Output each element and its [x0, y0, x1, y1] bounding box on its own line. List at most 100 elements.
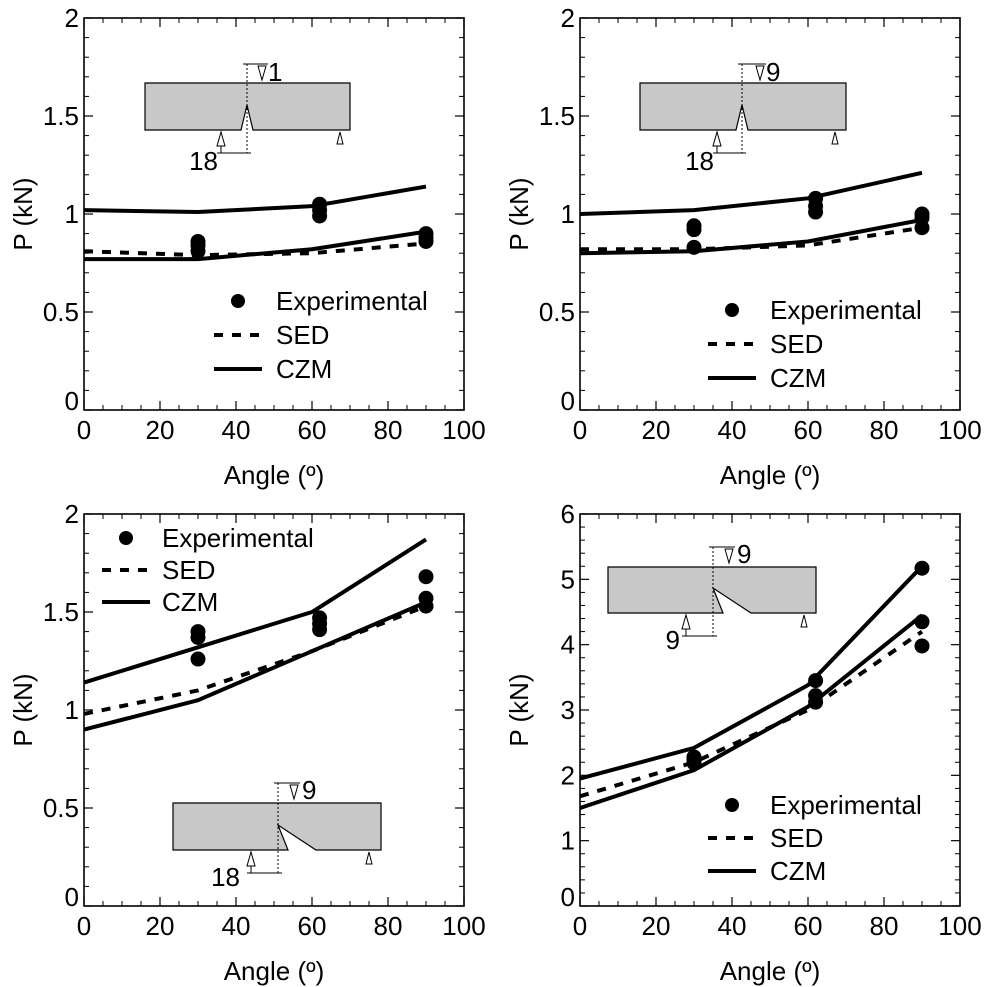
legend-marker-experimental [231, 294, 245, 308]
x-tick-label: 20 [642, 911, 671, 941]
y-tick-label: 4 [561, 630, 575, 660]
y-tick-label: 1.5 [43, 101, 79, 131]
legend-label: CZM [276, 354, 332, 384]
legend-marker-experimental [725, 798, 739, 812]
load-arrow-top [289, 784, 299, 801]
inset-dimension-bottom: 9 [666, 625, 680, 655]
inset-dimension-top: 9 [766, 57, 780, 87]
chart-panel-2: 0 20 40 60 80 100 0 0.5 1 1.5 2 Angle (º) P (kN) 9 18 E… [504, 3, 982, 490]
y-tick-label: 5 [561, 564, 575, 594]
specimen-inset: 1 18 [144, 57, 351, 176]
y-tick-label: 0.5 [539, 297, 575, 327]
y-tick-label: 2 [65, 3, 79, 33]
support-arrow-left [216, 130, 226, 147]
data-point-experimental [808, 673, 824, 689]
y-tick-label: 2 [561, 760, 575, 790]
x-tick-label: 0 [573, 911, 587, 941]
x-tick-label: 80 [870, 415, 899, 445]
x-tick-label: 60 [794, 415, 823, 445]
legend-label: Experimental [162, 523, 314, 553]
x-tick-label: 60 [298, 911, 327, 941]
legend-marker-experimental [725, 303, 739, 317]
legend-label: SED [770, 329, 823, 359]
series-line-czm [579, 613, 924, 810]
y-axis-label: P (kN) [8, 673, 38, 746]
data-point-experimental [190, 651, 206, 667]
x-tick-label: 20 [146, 911, 175, 941]
x-axis-label: Angle (º) [224, 956, 325, 986]
specimen-beam [607, 566, 817, 614]
inset-dimension-top: 1 [268, 57, 282, 87]
series-line-czm [83, 184, 427, 215]
series-line-sed [83, 241, 427, 258]
y-tick-label: 0 [65, 882, 79, 912]
x-tick-label: 80 [870, 911, 899, 941]
x-tick-label: 100 [938, 911, 981, 941]
x-tick-label: 40 [222, 415, 251, 445]
legend-label: CZM [162, 587, 218, 617]
x-tick-label: 40 [718, 415, 747, 445]
specimen-beam [144, 82, 351, 131]
y-axis-label: P (kN) [504, 673, 534, 746]
x-tick-label: 40 [222, 911, 251, 941]
specimen-inset: 9 18 [639, 57, 847, 176]
support-arrow-left [246, 850, 256, 867]
legend-label: CZM [770, 856, 826, 886]
x-axis-label: Angle (º) [720, 460, 821, 490]
support-arrow-right [365, 851, 373, 865]
x-tick-label: 0 [573, 415, 587, 445]
series-line-sed [83, 604, 427, 716]
chart-panel-1: 0 20 40 60 80 100 0 0.5 1 1.5 2 Angle (º) P (kN) 1 18 E… [8, 3, 486, 490]
y-tick-label: 0 [65, 386, 79, 416]
x-tick-label: 80 [374, 415, 403, 445]
y-tick-label: 1.5 [539, 101, 575, 131]
y-tick-label: 2 [561, 3, 575, 33]
y-tick-label: 0.5 [43, 297, 79, 327]
x-tick-label: 0 [77, 415, 91, 445]
legend-label: Experimental [770, 295, 922, 325]
x-axis-label: Angle (º) [720, 956, 821, 986]
chart-panel-3: 0 20 40 60 80 100 0 0.5 1 1.5 2 Angle (º) P (kN) 9 18 E… [8, 499, 486, 986]
data-point-experimental [312, 208, 328, 224]
inset-dimension-bottom: 18 [189, 146, 218, 176]
y-tick-label: 1 [65, 695, 79, 725]
y-tick-label: 1 [65, 199, 79, 229]
legend-marker-experimental [119, 531, 133, 545]
y-tick-label: 2 [65, 499, 79, 529]
support-arrow-right [800, 614, 808, 628]
data-point-experimental [686, 222, 702, 238]
x-axis-label: Angle (º) [224, 460, 325, 490]
x-tick-label: 0 [77, 911, 91, 941]
x-tick-label: 100 [938, 415, 981, 445]
y-tick-label: 0.5 [43, 793, 79, 823]
series-line-czm [579, 564, 924, 781]
inset-dimension-bottom: 18 [685, 146, 714, 176]
series-line-czm [83, 600, 427, 732]
support-arrow-left [681, 613, 691, 630]
y-tick-label: 1 [561, 199, 575, 229]
series-line-czm [83, 537, 428, 685]
y-tick-label: 0 [561, 386, 575, 416]
data-point-experimental [190, 629, 206, 645]
y-tick-label: 0 [561, 882, 575, 912]
support-arrow-left [712, 130, 722, 147]
data-point-experimental [418, 569, 434, 585]
support-arrow-right [831, 131, 839, 145]
x-tick-label: 60 [298, 415, 327, 445]
y-tick-label: 3 [561, 695, 575, 725]
x-tick-label: 20 [642, 415, 671, 445]
load-arrow-top [724, 548, 734, 565]
series-line-czm [579, 170, 923, 216]
x-tick-label: 80 [374, 911, 403, 941]
y-tick-label: 1 [561, 826, 575, 856]
x-tick-label: 60 [794, 911, 823, 941]
data-point-experimental [914, 638, 930, 654]
specimen-beam [172, 802, 382, 851]
load-arrow-top [257, 65, 267, 82]
inset-dimension-top: 9 [302, 775, 316, 805]
